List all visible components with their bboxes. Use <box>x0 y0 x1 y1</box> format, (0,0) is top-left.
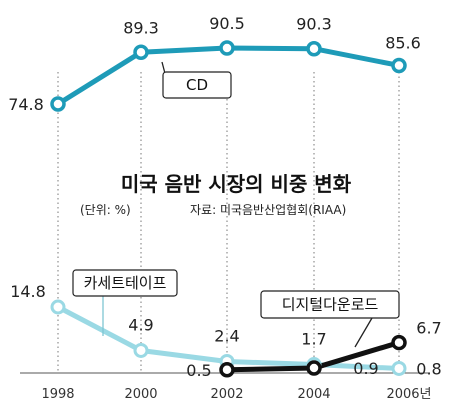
value-label-digital: 0.9 <box>353 359 378 378</box>
chart-title: 미국 음반 시장의 비중 변화 <box>121 172 352 196</box>
data-point-cd <box>391 57 407 74</box>
x-tick-label: 2000 <box>124 387 157 402</box>
data-point-cassette <box>133 342 149 358</box>
data-point-cassette <box>50 299 66 315</box>
data-point-digital <box>306 360 322 376</box>
value-label-cd: 74.8 <box>8 95 44 114</box>
value-label-cd: 85.6 <box>385 33 421 52</box>
series-label-leader-digital <box>354 317 373 348</box>
data-point-digital <box>219 362 235 378</box>
series-label-cassette: 카세트테이프 <box>84 274 167 292</box>
unit-note: (단위: %) <box>80 203 131 217</box>
x-tick-label: 2004 <box>297 387 330 402</box>
x-tick-label: 2002 <box>210 387 243 402</box>
value-label-digital: 0.5 <box>186 361 211 380</box>
value-label-cassette: 14.8 <box>10 282 46 301</box>
value-label-cd: 90.5 <box>209 14 245 33</box>
value-label-digital: 6.7 <box>416 319 441 338</box>
value-label-cd: 90.3 <box>296 15 332 34</box>
value-label-cassette: 1.7 <box>301 330 326 349</box>
series-label-box-cd <box>162 71 232 99</box>
data-point-cd <box>50 96 66 112</box>
series-label-box-cassette <box>72 269 178 297</box>
value-label-cassette: 4.9 <box>128 315 153 334</box>
series-label-box-digital <box>260 290 400 319</box>
gridlines <box>57 72 400 372</box>
series-value-labels: 74.8 89.3 90.5 90.3 85.6 14.8 4.9 2.4 1.7 0.8 0.5 0… <box>8 14 442 380</box>
value-label-cassette: 0.8 <box>416 359 441 378</box>
data-point-cd <box>306 40 322 57</box>
data-point-cd <box>133 44 149 61</box>
x-tick-label: 2006년 <box>386 387 431 402</box>
data-point-cassette <box>391 360 407 376</box>
x-tick-label: 1998 <box>41 387 74 402</box>
series-points <box>50 40 407 378</box>
data-point-digital <box>391 334 407 351</box>
series-label-cd: CD <box>186 76 208 94</box>
data-point-cd <box>219 40 235 56</box>
value-label-cassette: 2.4 <box>214 326 239 345</box>
series-label-digital: 디지털다운로드 <box>282 296 379 314</box>
source-note: 자료: 미국음반산업협회(RIAA) <box>190 203 346 217</box>
value-label-cd: 89.3 <box>123 18 159 37</box>
x-tick-labels: 1998 2000 2002 2004 2006년 <box>41 387 431 402</box>
